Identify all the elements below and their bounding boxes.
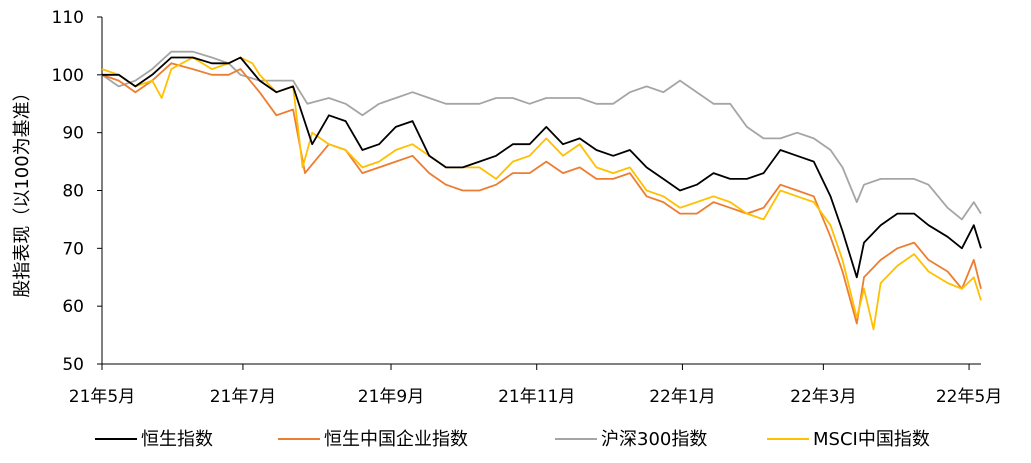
legend-item: 恒生指数 <box>95 429 213 450</box>
x-tick-label: 22年5月 <box>936 387 1002 407</box>
legend-label: MSCI中国指数 <box>813 429 930 450</box>
legend-label: 恒生指数 <box>141 429 213 450</box>
x-tick-label: 22年3月 <box>790 387 856 407</box>
legend-item: 恒生中国企业指数 <box>278 429 468 450</box>
x-tick-label: 21年5月 <box>69 387 135 407</box>
y-axis-label: 股指表现（以100为基准） <box>12 83 33 297</box>
y-tick-label: 80 <box>62 182 84 202</box>
legend: 恒生指数 恒生中国企业指数 沪深300指数 MSCI中国指数 <box>95 429 930 450</box>
series-line-2 <box>101 50 982 221</box>
x-tick-label: 21年7月 <box>210 387 276 407</box>
legend-item: MSCI中国指数 <box>767 429 930 450</box>
x-tick-label: 22年1月 <box>649 387 715 407</box>
y-tick-label: 60 <box>62 297 84 317</box>
series-line-1 <box>101 62 982 325</box>
x-axis: 21年5月 21年7月 21年9月 21年11月 22年1月 22年3月 22年5月 <box>69 363 1002 407</box>
legend-label: 沪深300指数 <box>601 429 707 450</box>
y-tick-label: 110 <box>52 8 84 28</box>
series-layer <box>101 50 982 331</box>
legend-item: 沪深300指数 <box>555 429 707 450</box>
series-line-3 <box>101 56 982 331</box>
x-tick-label: 21年11月 <box>498 387 575 407</box>
y-tick-label: 70 <box>62 239 84 259</box>
y-axis: 50 60 70 80 90 100 110 <box>52 8 103 375</box>
series-line-0 <box>102 56 982 279</box>
y-tick-label: 50 <box>62 355 84 375</box>
y-tick-label: 90 <box>62 124 84 144</box>
y-tick-label: 100 <box>52 66 84 86</box>
x-tick-label: 21年9月 <box>358 387 424 407</box>
legend-label: 恒生中国企业指数 <box>324 429 468 450</box>
